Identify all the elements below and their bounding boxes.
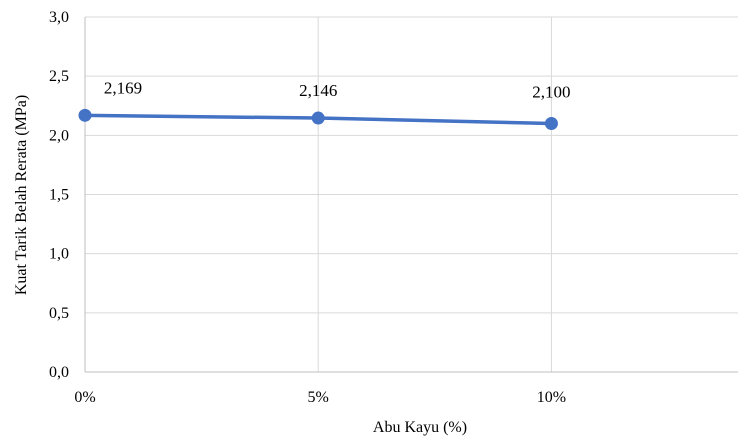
axes	[84, 17, 738, 373]
x-tick-labels: 0% 5% 10%	[74, 389, 566, 406]
data-label: 2,169	[104, 78, 142, 97]
y-tick-label: 2,5	[49, 68, 69, 85]
y-tick-label: 3,0	[49, 9, 69, 26]
y-tick-label: 1,0	[49, 246, 69, 263]
data-point	[311, 111, 325, 125]
x-tick-label: 10%	[537, 389, 566, 406]
x-tick-label: 5%	[308, 389, 329, 406]
x-axis-title: Abu Kayu (%)	[373, 419, 467, 436]
data-labels: 2,169 2,146 2,100	[104, 78, 571, 101]
gridlines	[85, 16, 738, 372]
y-tick-label: 0,0	[49, 364, 69, 381]
data-point	[544, 117, 558, 130]
data-point	[78, 108, 92, 122]
data-label: 2,100	[532, 83, 570, 102]
x-tick-label: 0%	[74, 389, 95, 406]
series-line-group	[78, 108, 558, 130]
y-tick-labels: 0,0 0,5 1,0 1,5 2,0 2,5 3,0	[49, 9, 69, 381]
y-axis-title: Kuat Tarik Belah Rerata (MPa)	[13, 95, 30, 295]
y-tick-label: 0,5	[49, 305, 69, 322]
y-tick-label: 1,5	[49, 187, 69, 204]
y-tick-label: 2,0	[49, 127, 69, 144]
data-label: 2,146	[299, 81, 337, 100]
